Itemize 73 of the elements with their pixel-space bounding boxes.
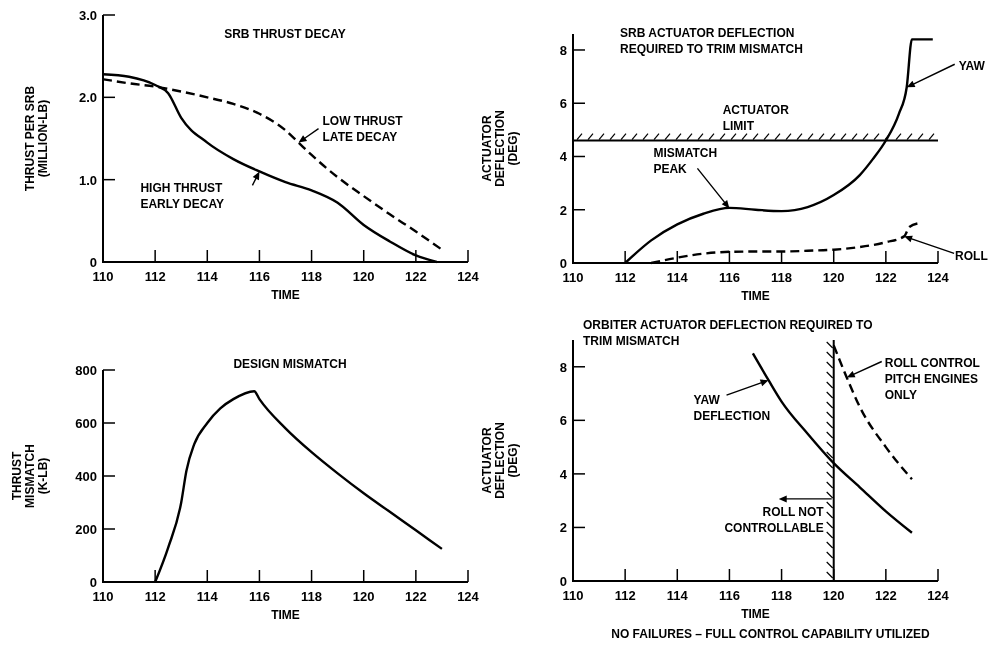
y-tick-label: 8 <box>559 42 567 58</box>
y-tick-label: 0 <box>559 256 567 271</box>
y-tick-label: 2.0 <box>78 90 97 106</box>
y-axis-title: ACTUATOR DEFLECTION (DEG) <box>480 110 520 187</box>
x-tick-label: 116 <box>718 588 740 603</box>
x-tick-label: 120 <box>352 589 375 604</box>
text: YAW <box>958 59 986 74</box>
ref-line-label: ROLL NOT CONTROLLABLE <box>724 504 825 535</box>
y-tick-label: 6 <box>559 413 567 429</box>
x-tick-label: 122 <box>875 270 897 285</box>
x-tick-label: 122 <box>405 589 427 604</box>
ref-line-label: ACTUATOR LIMIT <box>722 102 790 133</box>
x-tick-label: 118 <box>771 588 793 603</box>
x-tick-label: 112 <box>144 589 166 604</box>
x-tick-label: 110 <box>92 269 114 284</box>
x-tick-label: 112 <box>614 270 636 285</box>
x-tick-label: 116 <box>248 269 270 284</box>
x-tick-label: 120 <box>352 269 375 284</box>
chart-title: SRB ACTUATOR DEFLECTION REQUIRED TO TRIM MISMATCH <box>620 26 803 56</box>
x-tick-label: 114 <box>196 269 219 284</box>
y-tick-label: 3.0 <box>78 8 97 23</box>
x-tick-label: 116 <box>718 270 740 285</box>
y-tick-label: 1.0 <box>78 172 97 188</box>
text: SRB THRUST DECAY <box>224 27 346 41</box>
x-axis-title: TIME <box>271 608 300 622</box>
x-tick-label: 118 <box>301 589 323 604</box>
y-tick-label: 400 <box>75 469 97 484</box>
x-tick-label: 116 <box>248 589 270 604</box>
y-tick-label: 0 <box>89 255 97 270</box>
text: HIGH THRUST EARLY DECAY <box>140 181 225 212</box>
y-tick-label: 800 <box>75 363 97 378</box>
y-tick-label: 200 <box>75 522 97 537</box>
x-axis-title: TIME <box>741 289 770 303</box>
x-tick-label: 118 <box>301 269 323 284</box>
y-tick-label: 0 <box>559 574 567 589</box>
x-tick-label: 112 <box>144 269 166 284</box>
text: ROLL CONTROL PITCH ENGINES ONLY <box>884 356 980 403</box>
y-tick-label: 4 <box>559 466 568 482</box>
x-axis-title: TIME <box>271 288 300 302</box>
y-tick-label: 2 <box>559 202 567 218</box>
y-tick-label: 0 <box>89 575 97 590</box>
x-tick-label: 110 <box>562 270 584 285</box>
x-tick-label: 112 <box>614 588 636 603</box>
legend-label: YAW DEFLECTION <box>693 393 771 424</box>
y-tick-label: 8 <box>559 359 567 375</box>
x-tick-label: 120 <box>822 270 845 285</box>
y-tick-label: 6 <box>559 96 567 112</box>
x-tick-label: 110 <box>562 588 584 603</box>
x-tick-label: 122 <box>875 588 897 603</box>
text: NO FAILURES – FULL CONTROL CAPABILITY UTILIZED <box>611 627 931 641</box>
y-axis-title: ACTUATOR DEFLECTION (DEG) <box>480 422 520 499</box>
x-tick-label: 114 <box>196 589 219 604</box>
x-tick-label: 114 <box>666 270 689 285</box>
x-tick-label: 114 <box>666 588 689 603</box>
x-tick-label: 124 <box>927 270 950 285</box>
annotation: MISMATCH PEAK <box>653 146 718 177</box>
x-tick-label: 124 <box>457 589 480 604</box>
y-tick-label: 2 <box>559 520 567 536</box>
x-tick-label: 120 <box>822 588 845 603</box>
text: ROLL <box>955 249 988 264</box>
x-tick-label: 124 <box>927 588 950 603</box>
chart-title: DESIGN MISMATCH <box>233 357 347 371</box>
y-axis-title: THRUST PER SRB (MILLION-LB) <box>23 85 50 192</box>
y-axis-title: THRUST MISMATCH (K-LB) <box>10 444 50 508</box>
y-tick-label: 600 <box>75 416 97 431</box>
y-tick-label: 4 <box>559 149 568 165</box>
legend-label: LOW THRUST LATE DECAY <box>322 113 404 144</box>
x-tick-label: 122 <box>405 269 427 284</box>
chart-title: ORBITER ACTUATOR DEFLECTION REQUIRED TO TRIM MISMATCH <box>583 318 873 348</box>
x-tick-label: 118 <box>771 270 793 285</box>
x-tick-label: 110 <box>92 589 114 604</box>
x-axis-title: TIME <box>741 607 770 621</box>
x-tick-label: 124 <box>457 269 480 284</box>
